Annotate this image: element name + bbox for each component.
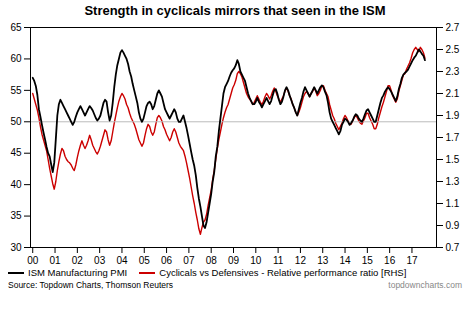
svg-text:0.9: 0.9: [446, 220, 460, 231]
svg-text:04: 04: [116, 255, 128, 266]
html-text:ISM Manufacturing PMI: ISM Manufacturing PMI: [28, 267, 128, 278]
svg-text:2.3: 2.3: [446, 66, 460, 77]
svg-text:60: 60: [10, 53, 22, 64]
svg-text:1.9: 1.9: [446, 110, 460, 121]
svg-text:2.1: 2.1: [446, 88, 460, 99]
html-text:Source: Topdown Charts, Thomso: Source: Topdown Charts, Thomson Reuters: [8, 280, 174, 290]
svg-text:03: 03: [94, 255, 106, 266]
svg-text:45: 45: [10, 147, 22, 158]
svg-text:01: 01: [49, 255, 61, 266]
svg-text:35: 35: [10, 210, 22, 221]
svg-text:05: 05: [139, 255, 151, 266]
svg-text:06: 06: [161, 255, 173, 266]
svg-text:13: 13: [317, 255, 329, 266]
svg-text:12: 12: [295, 255, 307, 266]
svg-text:09: 09: [228, 255, 240, 266]
svg-text:1.5: 1.5: [446, 154, 460, 165]
svg-text:0.7: 0.7: [446, 242, 460, 253]
svg-text:50: 50: [10, 116, 22, 127]
html-text:Strength in cyclicals mirrors: Strength in cyclicals mirrors that seen …: [84, 3, 386, 18]
html-text:topdowncharts.com: topdowncharts.com: [388, 280, 462, 290]
svg-text:30: 30: [10, 242, 22, 253]
svg-text:14: 14: [339, 255, 351, 266]
html-text:Cyclicals vs Defensives - Rela: Cyclicals vs Defensives - Relative perfo…: [159, 267, 407, 278]
svg-text:40: 40: [10, 179, 22, 190]
svg-text:10: 10: [250, 255, 262, 266]
svg-text:02: 02: [72, 255, 84, 266]
svg-text:17: 17: [406, 255, 418, 266]
svg-text:08: 08: [206, 255, 218, 266]
svg-text:55: 55: [10, 85, 22, 96]
svg-text:16: 16: [384, 255, 396, 266]
svg-text:1.3: 1.3: [446, 176, 460, 187]
svg-text:1.7: 1.7: [446, 132, 460, 143]
svg-text:1.1: 1.1: [446, 198, 460, 209]
svg-text:2.5: 2.5: [446, 44, 460, 55]
svg-text:2.7: 2.7: [446, 22, 460, 33]
svg-text:15: 15: [362, 255, 374, 266]
svg-text:00: 00: [27, 255, 39, 266]
svg-text:65: 65: [10, 22, 22, 33]
svg-text:11: 11: [273, 255, 284, 266]
svg-text:07: 07: [183, 255, 195, 266]
